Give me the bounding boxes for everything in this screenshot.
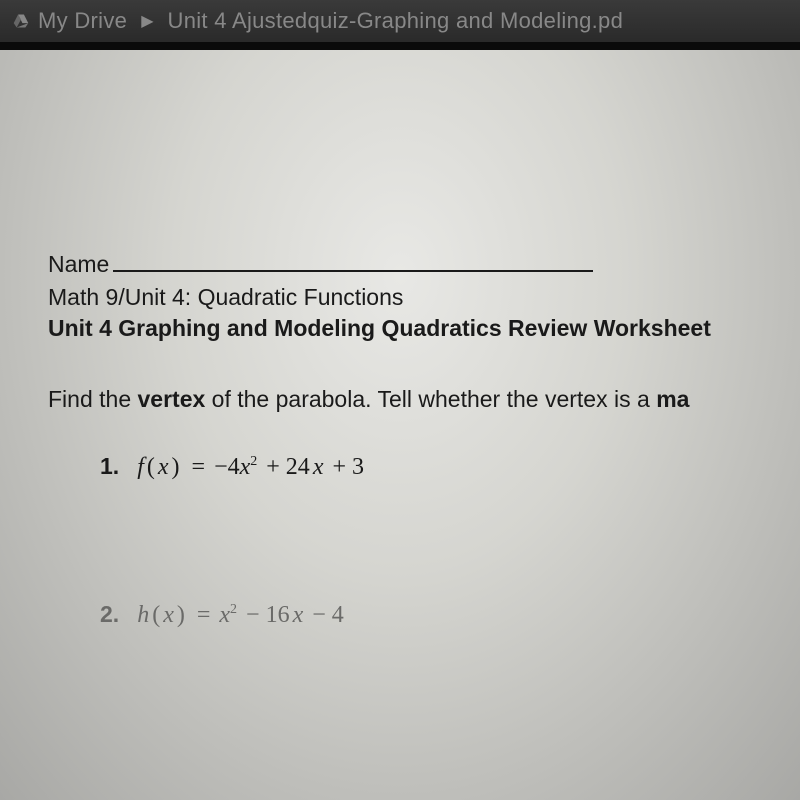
question-2: 2. h(x) = x2 − 16x − 4 [100, 601, 752, 629]
worksheet-title: Unit 4 Graphing and Modeling Quadratics … [48, 315, 752, 342]
instruction-bold-vertex: vertex [138, 386, 206, 412]
header-divider [0, 42, 800, 50]
question-number: 2. [100, 601, 119, 628]
question-1: 1. f(x) = −4x2 + 24x + 3 [100, 453, 752, 481]
name-label: Name [48, 251, 109, 278]
chevron-right-icon: ▶ [141, 11, 153, 31]
breadcrumb-root[interactable]: My Drive [38, 8, 127, 34]
instruction-bold-suffix: ma [656, 386, 689, 412]
question-row: 2. h(x) = x2 − 16x − 4 [100, 601, 752, 629]
course-line: Math 9/Unit 4: Quadratic Functions [48, 284, 752, 311]
question-number: 1. [100, 453, 119, 480]
document-viewer: Name Math 9/Unit 4: Quadratic Functions … [0, 50, 800, 800]
question-formula: f(x) = −4x2 + 24x + 3 [137, 454, 367, 481]
breadcrumb-file[interactable]: Unit 4 Ajustedquiz-Graphing and Modeling… [168, 8, 624, 34]
instruction-mid: of the parabola. Tell whether the vertex… [205, 386, 656, 412]
question-row: 1. f(x) = −4x2 + 24x + 3 [100, 453, 752, 481]
question-formula: h(x) = x2 − 16x − 4 [137, 602, 347, 629]
instruction-prefix: Find the [48, 386, 138, 412]
drive-icon [12, 13, 30, 29]
instruction-line: Find the vertex of the parabola. Tell wh… [48, 386, 752, 413]
header-bar: My Drive ▶ Unit 4 Ajustedquiz-Graphing a… [0, 0, 800, 42]
name-blank-line [113, 250, 593, 272]
name-field-row: Name [48, 250, 752, 278]
